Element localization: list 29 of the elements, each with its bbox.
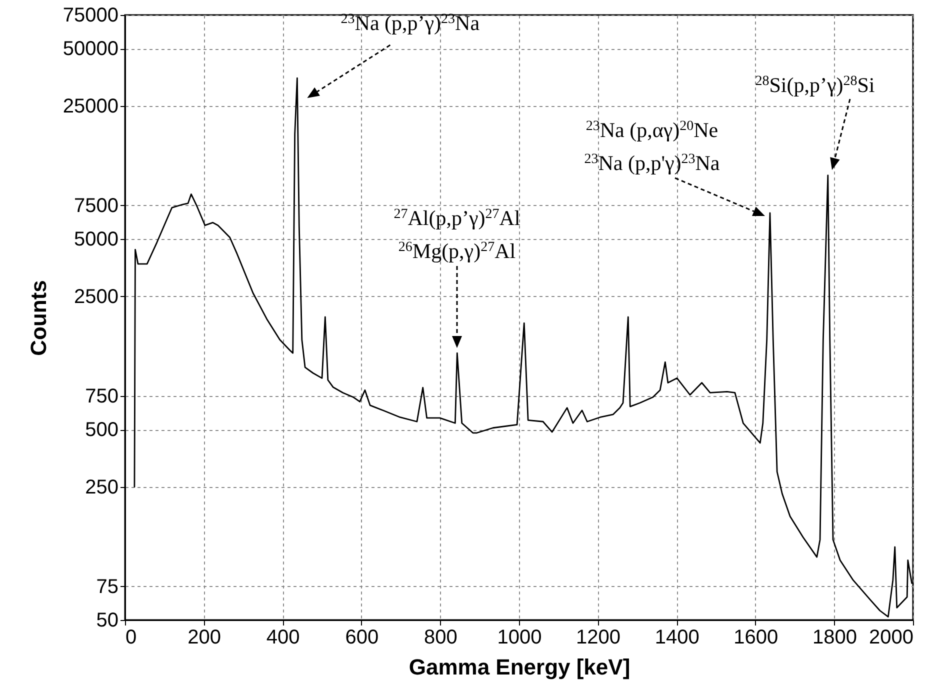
x-tick-label: 200 (188, 626, 221, 648)
x-tick-label: 1800 (812, 626, 857, 648)
y-tick-label: 75000 (62, 4, 118, 26)
x-tick-label: 1600 (734, 626, 778, 648)
y-tick-label: 500 (85, 419, 118, 442)
y-tick-label: 50 (96, 610, 118, 632)
x-tick-label: 1000 (497, 626, 542, 648)
annotation: $^{27}$Al(p,p’γ)$^{27}$Al (394, 206, 520, 230)
y-tick-label: 50000 (62, 38, 118, 60)
annotation: $^{23}$Na (p,p'γ)$^{23}$Na (584, 151, 720, 175)
y-tick-label: 2500 (74, 286, 118, 308)
y-tick-label: 7500 (74, 194, 118, 217)
x-tick-label: 800 (424, 626, 458, 648)
x-tick-label: 600 (345, 626, 379, 648)
annotation: $^{23}$Na (p,αγ)$^{20}$Ne (586, 118, 718, 142)
annotation: $^{26}$Mg(p,γ)$^{27}$Al (398, 239, 516, 263)
y-tick-label: 5000 (74, 228, 118, 251)
y-tick-label: 75 (96, 576, 118, 598)
y-tick-label: 250 (85, 476, 118, 498)
x-tick-label: 400 (266, 626, 300, 648)
x-tick-label: 2000 (869, 626, 914, 648)
x-tick-label: 1400 (654, 626, 700, 648)
annotation: $^{28}$Si(p,p’γ)$^{28}$Si (755, 73, 875, 97)
y-tick-label: 750 (85, 385, 118, 408)
x-axis-title: Gamma Energy [keV] (408, 654, 630, 680)
y-tick-label: 25000 (62, 95, 118, 118)
x-tick-label: 1200 (576, 626, 621, 648)
y-axis-title: Counts (26, 280, 51, 356)
x-tick-label: 0 (126, 626, 137, 648)
